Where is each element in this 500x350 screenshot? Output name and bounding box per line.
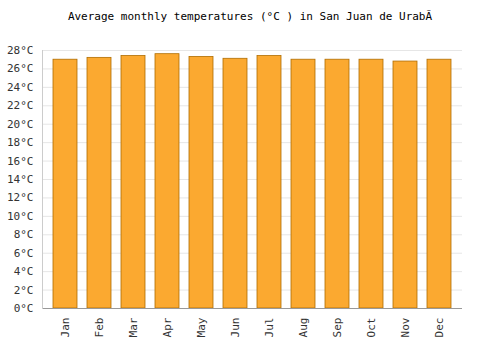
svg-text:Feb: Feb: [93, 318, 106, 338]
svg-text:12°C: 12°C: [7, 191, 34, 204]
svg-text:Jan: Jan: [59, 318, 72, 338]
svg-text:10°C: 10°C: [7, 210, 34, 223]
html-text:Average monthly temperatures (: Average monthly temperatures (°C ) in Sa…: [67, 10, 433, 23]
svg-text:8°C: 8°C: [14, 228, 34, 241]
svg-text:Apr: Apr: [161, 317, 174, 337]
svg-text:28°C: 28°C: [7, 44, 34, 57]
svg-text:16°C: 16°C: [7, 155, 34, 168]
svg-text:Sep: Sep: [331, 318, 344, 338]
svg-text:14°C: 14°C: [7, 173, 34, 186]
svg-text:Oct: Oct: [365, 318, 378, 338]
svg-text:Nov: Nov: [399, 317, 412, 337]
svg-text:2°C: 2°C: [14, 284, 34, 297]
svg-text:6°C: 6°C: [14, 247, 34, 260]
svg-text:Jun: Jun: [229, 318, 242, 338]
svg-text:May: May: [195, 317, 208, 337]
svg-text:Mar: Mar: [127, 317, 140, 337]
svg-text:24°C: 24°C: [7, 81, 34, 94]
svg-text:Dec: Dec: [433, 318, 446, 338]
svg-text:20°C: 20°C: [7, 118, 34, 131]
svg-text:4°C: 4°C: [14, 265, 34, 278]
svg-text:22°C: 22°C: [7, 99, 34, 112]
svg-text:Aug: Aug: [297, 318, 310, 338]
svg-text:18°C: 18°C: [7, 136, 34, 149]
svg-text:Jul: Jul: [263, 318, 276, 338]
svg-text:26°C: 26°C: [7, 62, 34, 75]
svg-text:0°C: 0°C: [14, 302, 34, 315]
